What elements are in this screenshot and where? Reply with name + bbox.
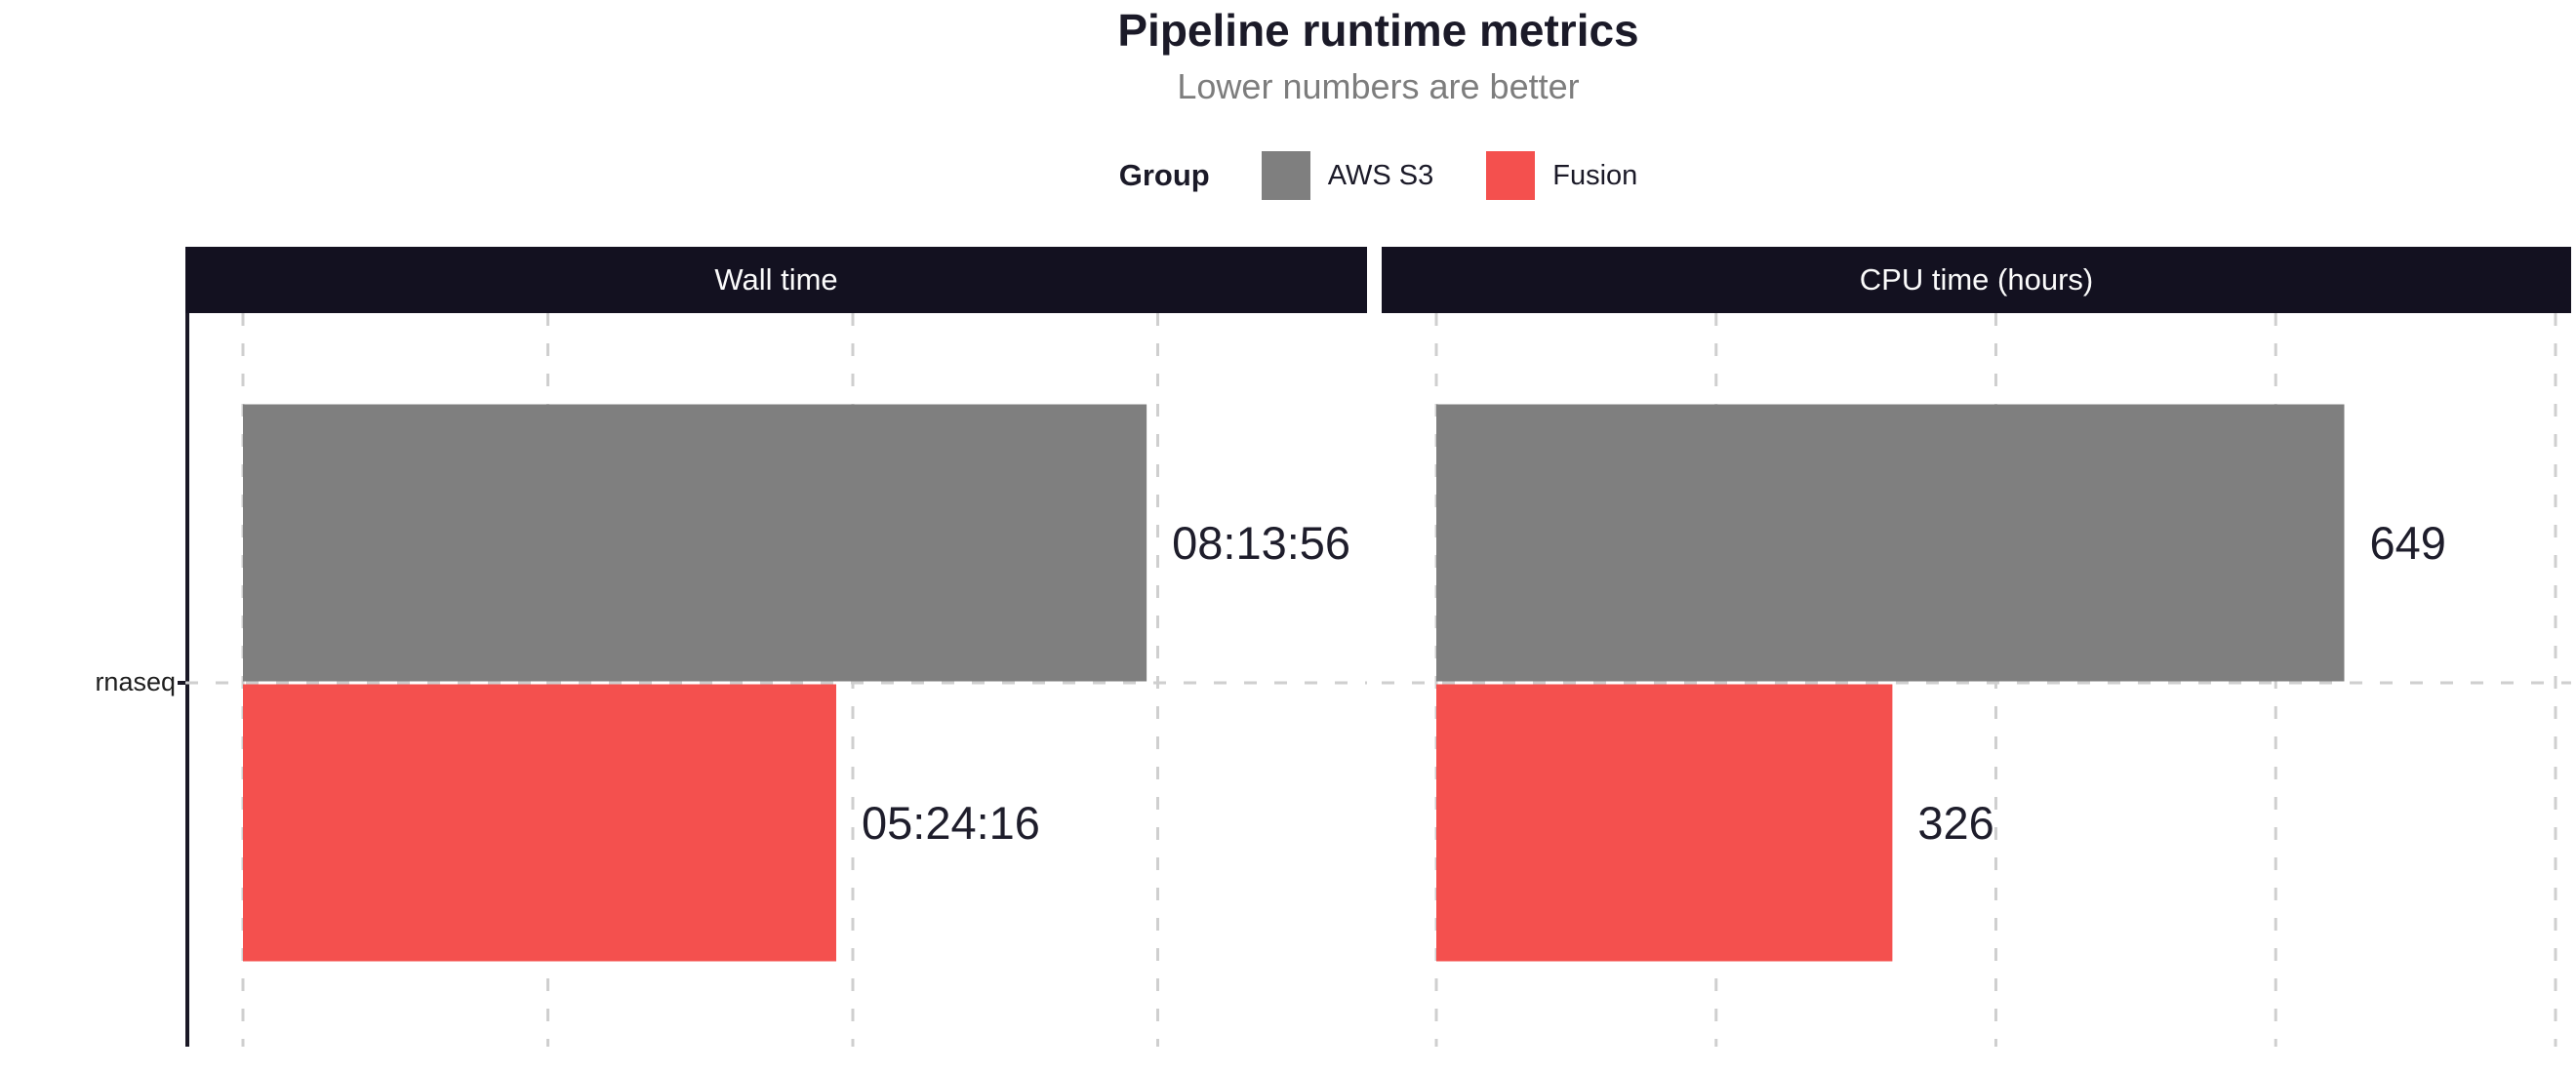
bar-aws-s3	[1436, 404, 2345, 682]
legend-title: Group	[1118, 158, 1210, 192]
bar-value-label: 649	[2370, 517, 2446, 569]
chart-title: Pipeline runtime metrics	[1117, 5, 1639, 56]
chart-subtitle: Lower numbers are better	[1177, 66, 1580, 106]
bar-fusion	[243, 684, 836, 962]
legend: Group AWS S3 Fusion	[185, 147, 2571, 204]
y-axis-line	[185, 313, 189, 1047]
legend-swatch-fusion	[1486, 151, 1536, 200]
panel-plot-0: 08:13:56 05:24:16	[185, 313, 1367, 1047]
legend-label-aws-s3: AWS S3	[1327, 159, 1434, 191]
y-axis-tick	[178, 681, 186, 685]
bar-value-label: 326	[1917, 797, 1993, 849]
panel-plot-1: 649 326	[1382, 313, 2571, 1047]
legend-item-fusion: Fusion	[1486, 151, 1637, 200]
bar-value-label: 08:13:56	[1172, 517, 1350, 569]
legend-item-aws-s3: AWS S3	[1261, 151, 1434, 200]
bar-value-label: 05:24:16	[862, 797, 1040, 849]
legend-label-fusion: Fusion	[1552, 159, 1638, 191]
bar-aws-s3	[243, 404, 1147, 682]
bar-fusion	[1436, 684, 1893, 962]
y-axis-category-label: rnaseq	[95, 667, 176, 696]
legend-swatch-aws-s3	[1261, 151, 1310, 200]
panel-strip-cpu-time: CPU time (hours)	[1382, 247, 2571, 313]
panel-strip-wall-time: Wall time	[185, 247, 1367, 313]
